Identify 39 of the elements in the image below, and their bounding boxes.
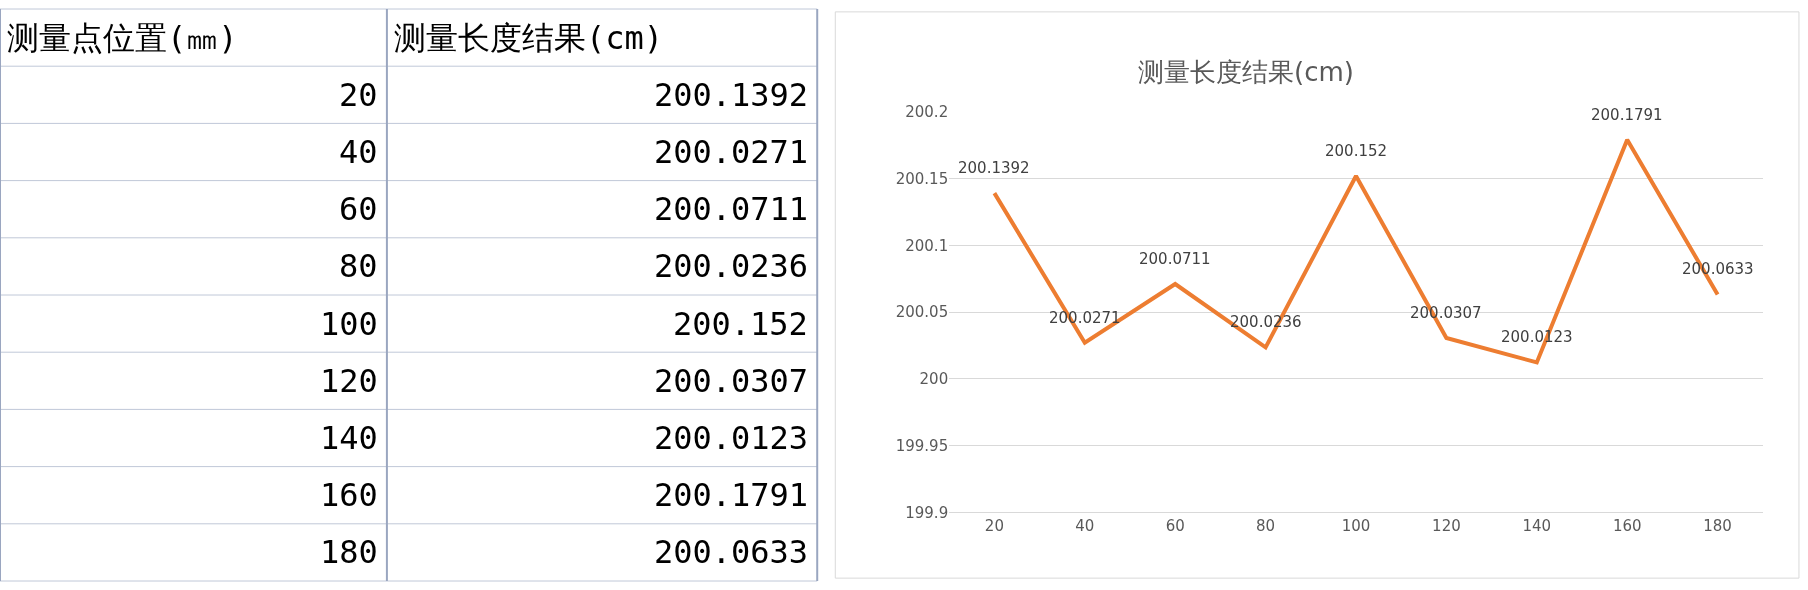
data-label: 200.1392 — [958, 159, 1030, 177]
data-label: 200.0711 — [1139, 250, 1211, 268]
text: 200.0633 — [654, 533, 809, 571]
text: 200.0307 — [654, 362, 809, 400]
text: 140 — [320, 419, 378, 457]
text: 200.0123 — [654, 419, 809, 457]
y-tick-label: 200.05 — [895, 303, 949, 322]
x-tick-label: 80 — [1256, 517, 1276, 536]
x-tick-label: 160 — [1612, 517, 1642, 536]
y-tick-label: 199.9 — [905, 503, 949, 522]
y-tick-label: 199.95 — [895, 436, 949, 455]
text: 测量长度结果(cm) — [394, 19, 664, 57]
text: 60 — [339, 190, 378, 228]
x-tick-label: 120 — [1432, 517, 1461, 536]
x-tick-label: 40 — [1075, 517, 1095, 536]
y-tick-label: 200 — [919, 370, 949, 389]
text: 200.1392 — [654, 76, 809, 114]
text: 80 — [339, 247, 378, 285]
y-tick-label: 200.1 — [905, 236, 949, 255]
x-tick-label: 180 — [1703, 517, 1732, 536]
text: 200.0236 — [654, 247, 809, 285]
y-tick-label: 200.2 — [905, 103, 949, 122]
text: 120 — [320, 362, 378, 400]
text: 20 — [339, 76, 378, 114]
data-label: 200.1791 — [1591, 106, 1663, 124]
text: 200.1791 — [654, 476, 809, 514]
y-tick-label: 200.15 — [895, 169, 949, 188]
data-label: 200.152 — [1325, 142, 1388, 160]
x-tick-label: 60 — [1165, 517, 1185, 536]
x-tick-label: 20 — [984, 517, 1004, 536]
chart-title: 测量长度结果(cm) — [1138, 57, 1354, 87]
text: 40 — [339, 133, 378, 171]
text: 200.0711 — [654, 190, 809, 228]
text: 测量点位置(㎜) — [7, 19, 238, 57]
text: 200.0271 — [654, 133, 809, 171]
text: 100 — [320, 305, 378, 343]
text: 200.152 — [673, 305, 808, 343]
x-tick-label: 140 — [1522, 517, 1552, 536]
x-tick-label: 100 — [1341, 517, 1371, 536]
